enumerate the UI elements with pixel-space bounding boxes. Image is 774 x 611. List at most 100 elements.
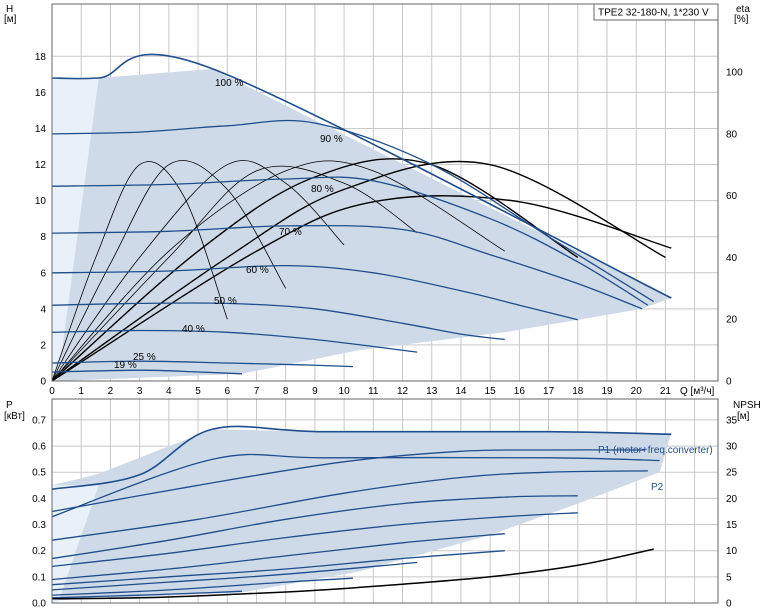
x-tick-label: 13: [426, 386, 438, 397]
flow-axis-label: Q [м³/ч]: [680, 386, 715, 397]
y2-tick-label: 60: [726, 191, 738, 202]
x-tick-label: 10: [339, 386, 351, 397]
y2-tick-label: 100: [726, 67, 743, 78]
npsh-curve: [51, 548, 654, 600]
y2-tick-label: 30: [726, 442, 738, 453]
x-tick-label: 15: [485, 386, 497, 397]
y-tick-label: 14: [35, 124, 47, 135]
series-label-8: 19 %: [114, 360, 137, 371]
y-tick-label: 0.2: [32, 546, 46, 557]
series-line-8: [51, 369, 242, 375]
series-line-1: [51, 453, 660, 518]
series-line-9: [51, 577, 353, 596]
series-label-6: 40 %: [182, 324, 205, 335]
series-line-0: [51, 53, 672, 299]
x-tick-label: 8: [283, 386, 289, 397]
series-label-5: 50 %: [214, 296, 237, 307]
efficiency-curve-1: [51, 160, 287, 382]
y2-tick-label: 20: [726, 494, 738, 505]
x-tick-label: 21: [660, 386, 672, 397]
y2-tick-label: 0: [726, 377, 732, 388]
power-curves: P1 (motor+freq.converter) P2: [51, 425, 713, 599]
flow-axis-ticks: 0 1 2 3 4 5 6 7 8 9 10 11 12 13 14 15 16 17 18 19 20 21: [49, 386, 671, 397]
x-tick-label: 20: [631, 386, 643, 397]
series-line-4: [51, 495, 578, 560]
head-axis-label-line1: H: [6, 4, 13, 15]
y-tick-label: 0.0: [32, 599, 46, 610]
series-line-3: [51, 224, 643, 310]
chart-title-box: TPE2 32-180-N, 1*230 V: [593, 3, 719, 21]
series-line-3: [51, 470, 648, 541]
y-tick-label: 2: [40, 340, 46, 351]
npsh-axis-label-line1: NPSH: [733, 400, 761, 411]
x-tick-label: 1: [78, 386, 84, 397]
npsh-axis-ticks: 0 5 10 15 20 25 30 35: [726, 415, 738, 609]
y-tick-label: 10: [35, 196, 47, 207]
y-tick-label: 16: [35, 88, 47, 99]
x-tick-label: 9: [312, 386, 318, 397]
series-line-5: [51, 302, 505, 341]
head-chart: 100 % 90 % 80 % 70 % 60 % 50 % 40 % 25 %19 % 0 1…: [4, 3, 750, 397]
y-tick-label: 0.7: [32, 415, 46, 426]
head-axis-ticks: 0 2 4 6 8 10 12 14 16 18: [35, 52, 47, 388]
series-line-4: [51, 264, 578, 321]
x-tick-label: 4: [166, 386, 172, 397]
series-line-2: [51, 176, 649, 306]
series-label-7: 25 %: [133, 352, 156, 363]
series-line-8: [51, 561, 418, 591]
efficiency-curve-5: [51, 158, 579, 382]
efficiency-curve-6: [51, 160, 666, 382]
y2-tick-label: 35: [726, 415, 738, 426]
y-tick-label: 4: [40, 304, 46, 315]
series-label-0: 100 %: [215, 78, 243, 89]
y-tick-label: 0.4: [32, 494, 46, 505]
power-chart: P1 (motor+freq.converter) P2 0.0 0.1 0.2 0.3…: [4, 398, 761, 610]
series-label-3: 70 %: [279, 227, 302, 238]
x-tick-label: 0: [49, 386, 55, 397]
chart-title-frame: [593, 3, 719, 21]
series-label-4: 60 %: [246, 265, 269, 276]
power-axis-label-line1: P: [6, 400, 13, 411]
operating-area-light-zone: [52, 485, 99, 603]
x-tick-label: 14: [455, 386, 467, 397]
npsh-axis-label-line2: [м]: [737, 411, 750, 422]
x-tick-label: 2: [108, 386, 114, 397]
y2-tick-label: 25: [726, 468, 738, 479]
series-line-6: [51, 533, 505, 581]
efficiency-curve-3: [51, 165, 418, 382]
x-tick-label: 17: [543, 386, 555, 397]
y2-tick-label: 20: [726, 315, 738, 326]
series-label-0: P1 (motor+freq.converter): [598, 445, 713, 456]
power-operating-area: [52, 429, 672, 603]
series-line-7: [51, 360, 353, 368]
series-line-1: [51, 119, 655, 303]
y2-tick-label: 5: [726, 572, 732, 583]
series-line-2: [51, 449, 646, 513]
efficiency-curve-2: [51, 160, 345, 382]
y-tick-label: 8: [40, 232, 46, 243]
y2-tick-label: 10: [726, 546, 738, 557]
power-axis-label-line2: [кВт]: [4, 411, 25, 422]
eta-axis-label-line1: eta: [736, 4, 750, 15]
efficiency-axis-ticks: 0 20 40 60 80 100: [726, 67, 743, 387]
y-tick-label: 12: [35, 160, 47, 171]
series-label-1: 90 %: [320, 134, 343, 145]
eta-axis-label-line2: [%]: [734, 14, 749, 25]
y2-tick-label: 80: [726, 129, 738, 140]
y2-tick-label: 40: [726, 253, 738, 264]
series-line-7: [51, 550, 505, 586]
y2-tick-label: 15: [726, 520, 738, 531]
y-tick-label: 0.1: [32, 572, 46, 583]
series-line-5: [51, 512, 578, 568]
x-tick-label: 19: [601, 386, 613, 397]
x-tick-label: 11: [368, 386, 379, 397]
power-axis-ticks: 0.0 0.1 0.2 0.3 0.4 0.5 0.6 0.7: [32, 415, 46, 609]
x-tick-label: 16: [514, 386, 526, 397]
series-line-10: [51, 590, 242, 599]
series-label-2: 80 %: [311, 184, 334, 195]
y-tick-label: 0.3: [32, 520, 46, 531]
head-axis-label-line2: [м]: [4, 14, 17, 25]
x-tick-label: 5: [195, 386, 201, 397]
operating-area-fill: [52, 429, 672, 603]
